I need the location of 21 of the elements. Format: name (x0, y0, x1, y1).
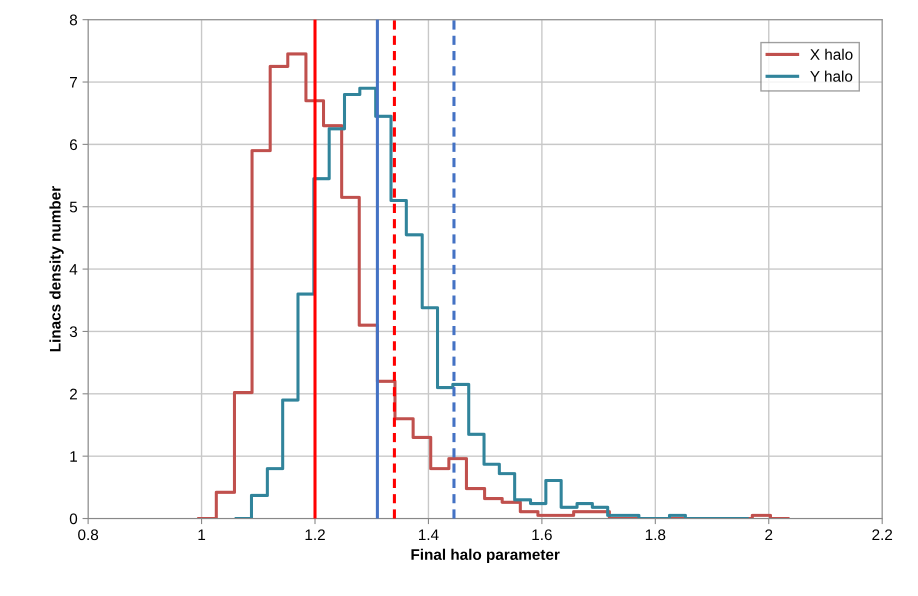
x-tick-label: 2 (765, 529, 772, 540)
legend-label: Y halo (810, 70, 852, 82)
y-tick-label: 5 (70, 202, 78, 212)
y-tick-label: 6 (70, 139, 78, 150)
x-axis-title: Final halo parameter (411, 548, 560, 563)
x-tick-label: 1 (198, 530, 206, 540)
x-tick-label: 2.2 (872, 529, 892, 540)
x-tick-label: 1.6 (532, 529, 552, 540)
y-tick-label: 4 (70, 264, 78, 275)
y-tick-label: 8 (70, 14, 78, 26)
y-tick-label: 0 (70, 513, 78, 524)
y-tick-label: 1 (70, 451, 77, 462)
y-axis-title: Linacs density number (49, 186, 64, 352)
y-tick-label: 3 (70, 326, 78, 338)
y-tick-label: 2 (70, 388, 77, 400)
x-tick-label: 1.8 (646, 529, 666, 540)
x-tick-label: 1.2 (306, 529, 325, 540)
x-tick-label: 0.8 (78, 529, 98, 540)
legend-label: X halo (810, 48, 853, 60)
x-tick-label: 1.4 (418, 530, 439, 540)
y-tick-label: 7 (70, 77, 77, 88)
